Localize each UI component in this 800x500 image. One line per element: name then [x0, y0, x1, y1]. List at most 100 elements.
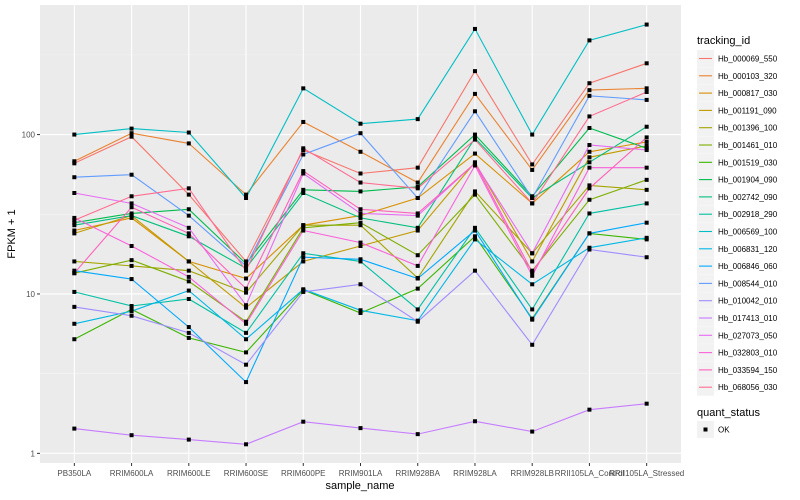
- data-point-hb-006831-120: [301, 287, 306, 292]
- data-point-hb-002918-290: [72, 289, 77, 294]
- data-point-hb-006569-100: [129, 126, 134, 131]
- data-point-hb-001519-030: [72, 337, 77, 342]
- data-point-hb-006569-100: [186, 130, 191, 135]
- data-point-hb-006831-120: [358, 308, 363, 313]
- data-point-hb-000103-320: [587, 88, 592, 93]
- legend-label: Hb_027073_050: [718, 331, 778, 340]
- data-point-hb-001191-090: [587, 155, 592, 160]
- data-point-hb-010042-010: [415, 319, 420, 324]
- data-point-hb-010042-010: [587, 247, 592, 252]
- data-point-hb-032803-010: [587, 165, 592, 170]
- x-tick-label: RRII105LA_Stressed: [609, 469, 684, 478]
- data-point-hb-006831-120: [72, 321, 77, 326]
- data-point-hb-033594-150: [530, 270, 535, 275]
- data-point-hb-002918-290: [530, 307, 535, 312]
- y-tick-label: 1: [31, 449, 36, 458]
- data-point-hb-027073-050: [301, 171, 306, 176]
- data-point-hb-006846-060: [186, 325, 191, 330]
- legend-label: Hb_033594_150: [718, 366, 778, 375]
- data-point-hb-001191-090: [186, 259, 191, 264]
- data-point-hb-001461-010: [472, 192, 477, 197]
- legend-label: Hb_006831_120: [718, 245, 778, 254]
- data-point-hb-027073-050: [186, 225, 191, 230]
- data-point-hb-032803-010: [129, 243, 134, 248]
- data-point-hb-032803-010: [186, 274, 191, 279]
- data-point-hb-000069-550: [472, 69, 477, 74]
- data-point-hb-033594-150: [644, 135, 649, 140]
- data-point-hb-001396-100: [587, 183, 592, 188]
- data-point-hb-001904-090: [301, 187, 306, 192]
- data-point-hb-000103-320: [129, 131, 134, 136]
- legend-label: Hb_001191_090: [718, 106, 777, 115]
- data-point-hb-010042-010: [358, 282, 363, 287]
- data-point-hb-068056-030: [587, 114, 592, 119]
- data-point-hb-017413-010: [358, 426, 363, 431]
- data-point-hb-000103-320: [72, 159, 77, 164]
- data-point-hb-000103-320: [244, 192, 249, 197]
- data-point-hb-006831-120: [244, 337, 249, 342]
- x-axis-title: sample_name: [325, 480, 394, 492]
- data-point-hb-002742-090: [72, 223, 77, 228]
- data-point-hb-001396-100: [72, 259, 77, 264]
- data-point-hb-027073-050: [72, 190, 77, 195]
- data-point-hb-001191-090: [415, 228, 420, 233]
- data-point-hb-033594-150: [244, 286, 249, 291]
- data-point-hb-027073-050: [415, 213, 420, 218]
- data-point-hb-017413-010: [530, 429, 535, 434]
- legend: tracking_id Hb_000069_550Hb_000103_320Hb…: [697, 35, 778, 438]
- data-point-hb-001461-010: [129, 258, 134, 263]
- data-point-hb-006831-120: [129, 309, 134, 314]
- data-point-hb-002918-290: [358, 259, 363, 264]
- data-point-hb-010042-010: [244, 362, 249, 367]
- data-point-hb-006831-120: [530, 282, 535, 287]
- data-point-hb-000103-320: [644, 86, 649, 91]
- data-point-hb-027073-050: [587, 143, 592, 148]
- data-point-hb-002742-090: [358, 215, 363, 220]
- data-point-hb-002918-290: [587, 211, 592, 216]
- data-point-hb-000817-030: [587, 149, 592, 154]
- data-point-hb-006846-060: [530, 317, 535, 322]
- data-point-hb-033594-150: [472, 161, 477, 166]
- data-point-hb-017413-010: [244, 442, 249, 447]
- legend-shape-items: OK: [697, 421, 730, 438]
- data-point-hb-001904-090: [587, 125, 592, 130]
- data-point-hb-000069-550: [186, 192, 191, 197]
- data-point-hb-000103-320: [472, 91, 477, 96]
- data-point-hb-006831-120: [186, 288, 191, 293]
- data-point-hb-006846-060: [244, 380, 249, 385]
- data-point-hb-008544-010: [587, 93, 592, 98]
- data-point-hb-017413-010: [72, 426, 77, 431]
- data-point-hb-002742-090: [186, 234, 191, 239]
- series-points: [72, 22, 649, 447]
- data-point-hb-006846-060: [129, 277, 134, 282]
- legend-label: Hb_001461_010: [718, 141, 778, 150]
- data-point-hb-032803-010: [358, 240, 363, 245]
- data-point-hb-001396-100: [644, 187, 649, 192]
- x-axis: PB350LA RRIM600LA RRIM600LE RRIM600SE RRIM60…: [57, 463, 684, 478]
- data-point-hb-006846-060: [644, 220, 649, 225]
- y-tick-label: 100: [22, 131, 36, 140]
- data-point-hb-068056-030: [186, 186, 191, 191]
- data-point-hb-000817-030: [472, 151, 477, 156]
- data-point-hb-032803-010: [72, 215, 77, 220]
- data-point-hb-006831-120: [644, 235, 649, 240]
- x-tick-label: RRIM928BA: [395, 469, 440, 478]
- data-point-hb-033594-150: [358, 207, 363, 212]
- data-point-hb-033594-150: [186, 231, 191, 236]
- y-tick-label: 10: [26, 290, 35, 299]
- data-point-hb-000069-550: [415, 165, 420, 170]
- data-point-hb-017413-010: [415, 432, 420, 437]
- data-point-hb-006846-060: [472, 228, 477, 233]
- data-point-hb-006846-060: [587, 231, 592, 236]
- data-point-hb-010042-010: [301, 289, 306, 294]
- data-point-hb-068056-030: [415, 186, 420, 191]
- data-point-hb-001904-090: [129, 211, 134, 216]
- legend-label: Hb_002742_090: [718, 193, 778, 202]
- data-point-hb-000069-550: [358, 171, 363, 176]
- data-point-hb-001519-030: [358, 310, 363, 315]
- data-point-hb-032803-010: [301, 228, 306, 233]
- data-point-hb-008544-010: [530, 196, 535, 201]
- data-point-hb-068056-030: [644, 89, 649, 94]
- legend-label: Hb_006569_100: [718, 228, 778, 237]
